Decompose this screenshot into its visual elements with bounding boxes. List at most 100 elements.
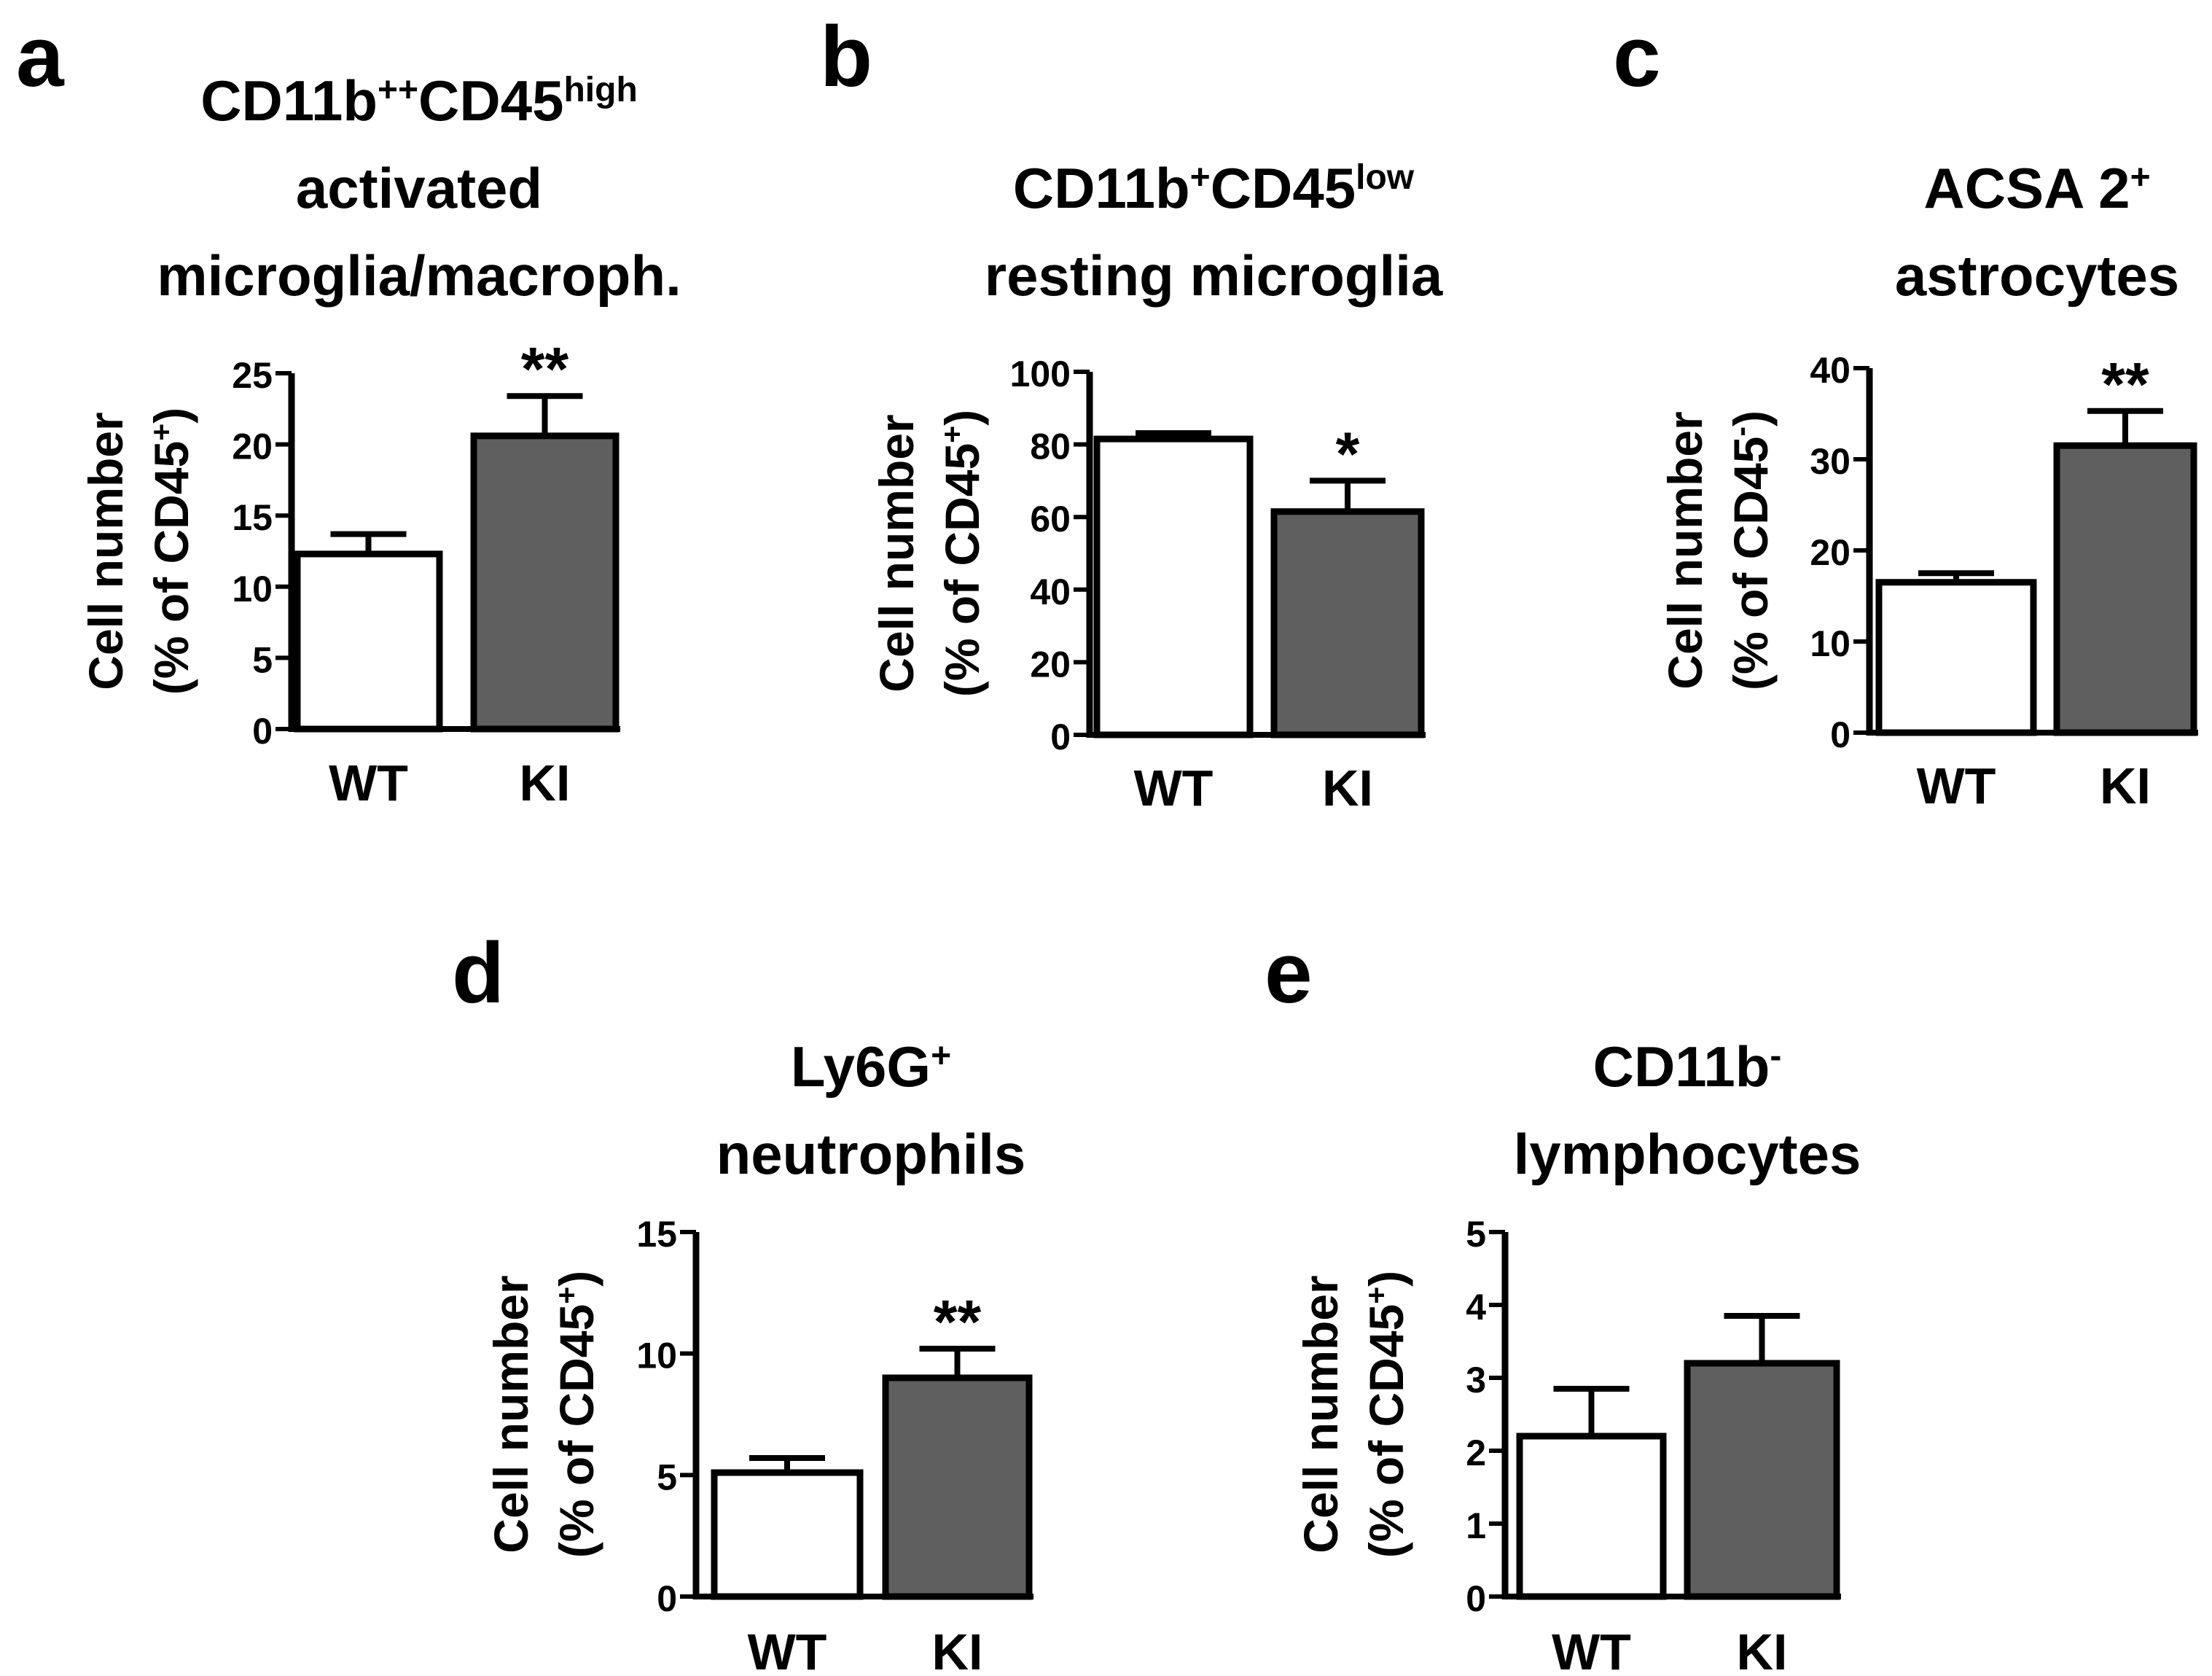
superscript: low (1356, 158, 1415, 197)
panel-letter: e (1265, 925, 1313, 1021)
y-tick-label: 30 (1810, 441, 1851, 482)
superscript: + (2130, 158, 2151, 197)
y-tick-label: 100 (1010, 354, 1071, 394)
y-tick-label: 5 (1466, 1214, 1486, 1255)
chart-title-line: Ly6G+ (791, 1034, 951, 1099)
superscript: ++ (378, 71, 418, 109)
text-run: ) (1724, 410, 1778, 426)
text-run: CD11b (1593, 1034, 1770, 1099)
text-run: neutrophils (716, 1122, 1026, 1186)
y-tick-label: 20 (232, 426, 273, 467)
panel-letter: a (16, 9, 65, 105)
chart-title-line: resting microglia (985, 243, 1443, 308)
bar-ki (1684, 1360, 1840, 1600)
chart-title-line: activated (296, 156, 542, 220)
y-tick-label: 5 (657, 1457, 677, 1497)
chart-panel-a: a CD11b++CD45high activated microglia/macro… (16, 9, 681, 811)
chart-title-line: astrocytes (1895, 243, 2179, 308)
chart-title-line: ACSA 2+ (1923, 156, 2150, 220)
text-run: (% of CD45 (144, 441, 198, 695)
superscript: + (550, 1287, 583, 1304)
y-tick-label: 80 (1030, 426, 1071, 467)
bar-wt (1875, 579, 2037, 736)
y-tick-label: 10 (1810, 623, 1851, 664)
y-tick-label: 40 (1810, 350, 1851, 391)
y-tick-label: 0 (1830, 714, 1851, 755)
text-run: CD45 (418, 69, 563, 133)
y-tick-label: 20 (1030, 644, 1071, 685)
y-tick-label: 0 (1466, 1578, 1486, 1619)
panel-letter: c (1613, 9, 1661, 105)
text-run: resting microglia (985, 243, 1443, 308)
y-tick-label: 2 (1466, 1433, 1486, 1473)
chart-title-line: CD11b+CD45low (1013, 156, 1415, 220)
bar-ki (1270, 508, 1425, 738)
x-category-label: KI (1737, 1624, 1788, 1676)
text-run: microglia/macroph. (157, 243, 681, 308)
y-axis-label: Cell number (79, 412, 133, 690)
text-run: ) (550, 1271, 603, 1287)
x-category-label: KI (932, 1624, 983, 1676)
y-tick-label: 15 (232, 497, 273, 538)
y-axis-label: Cell number (484, 1275, 538, 1553)
y-tick-label: 1 (1466, 1505, 1486, 1546)
significance-marker: ** (521, 335, 569, 403)
text-run: (% of CD45 (1359, 1304, 1413, 1558)
superscript: + (144, 424, 178, 441)
text-run: ) (144, 408, 198, 424)
superscript: high (563, 71, 637, 109)
y-tick-label: 10 (636, 1336, 677, 1376)
bar-wt (294, 550, 443, 733)
y-tick-label: 0 (252, 711, 273, 752)
chart-panel-c: c ACSA 2+ astrocytes Cell number (% of CD45-… (1613, 9, 2198, 814)
y-tick-label: 40 (1030, 572, 1071, 612)
y-tick-label: 20 (1810, 532, 1851, 573)
superscript: + (931, 1037, 951, 1075)
y-tick-label: 0 (1050, 717, 1071, 757)
superscript: + (1190, 158, 1211, 197)
chart-title-line: CD11b++CD45high (200, 69, 638, 133)
x-category-label: WT (1552, 1624, 1631, 1676)
y-tick-label: 25 (232, 355, 273, 396)
bar-ki (470, 432, 620, 733)
chart-title-line: neutrophils (716, 1122, 1026, 1186)
significance-marker: ** (2101, 350, 2149, 418)
bar-wt (1093, 435, 1254, 738)
x-category-label: WT (748, 1624, 827, 1676)
y-tick-label: 0 (657, 1578, 677, 1619)
bar-wt (711, 1469, 864, 1600)
text-run: lymphocytes (1514, 1122, 1861, 1186)
text-run: ) (935, 410, 989, 426)
text-run: CD11b (1013, 156, 1190, 220)
bar-ki (2053, 442, 2197, 736)
bar-ki (882, 1374, 1033, 1600)
y-axis-label-unit: (% of CD45+) (144, 408, 198, 695)
y-axis-label-unit: (% of CD45+) (935, 410, 989, 697)
y-axis-label-unit: (% of CD45-) (1724, 410, 1778, 690)
y-tick-label: 4 (1466, 1287, 1486, 1328)
y-axis-label-unit: (% of CD45+) (550, 1271, 603, 1558)
panels: a CD11b++CD45highactivatedmicroglia/macro… (16, 9, 2198, 1676)
significance-marker: * (1336, 419, 1360, 488)
x-category-label: KI (520, 755, 571, 811)
text-run: ) (1359, 1271, 1413, 1287)
x-category-label: WT (1134, 760, 1214, 816)
y-axis-label: Cell number (1658, 411, 1712, 689)
y-tick-label: 10 (232, 569, 273, 609)
superscript: - (1724, 426, 1757, 437)
y-tick-label: 5 (252, 639, 273, 680)
panel-letter: b (820, 9, 872, 105)
text-run: ACSA 2 (1923, 156, 2130, 220)
y-tick-label: 60 (1030, 499, 1071, 539)
superscript: - (1770, 1037, 1781, 1075)
significance-marker: ** (934, 1287, 982, 1356)
x-category-label: WT (329, 755, 408, 811)
text-run: CD11b (200, 69, 378, 133)
chart-title-line: lymphocytes (1514, 1122, 1861, 1186)
text-run: astrocytes (1895, 243, 2179, 308)
superscript: + (935, 426, 969, 443)
x-category-label: WT (1917, 757, 1996, 814)
